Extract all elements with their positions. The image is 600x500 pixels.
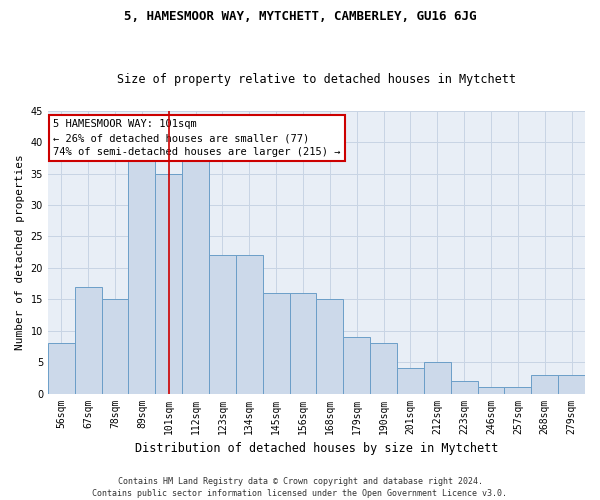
- Bar: [531, 374, 558, 394]
- Bar: [263, 293, 290, 394]
- Bar: [316, 300, 343, 394]
- Bar: [397, 368, 424, 394]
- Text: Contains HM Land Registry data © Crown copyright and database right 2024.
Contai: Contains HM Land Registry data © Crown c…: [92, 476, 508, 498]
- Bar: [343, 337, 370, 394]
- Bar: [101, 300, 128, 394]
- Bar: [236, 256, 263, 394]
- Bar: [182, 161, 209, 394]
- Bar: [424, 362, 451, 394]
- X-axis label: Distribution of detached houses by size in Mytchett: Distribution of detached houses by size …: [135, 442, 498, 455]
- Bar: [209, 256, 236, 394]
- Bar: [75, 286, 101, 394]
- Bar: [48, 344, 75, 394]
- Title: Size of property relative to detached houses in Mytchett: Size of property relative to detached ho…: [117, 73, 516, 86]
- Bar: [155, 174, 182, 394]
- Bar: [451, 381, 478, 394]
- Text: 5, HAMESMOOR WAY, MYTCHETT, CAMBERLEY, GU16 6JG: 5, HAMESMOOR WAY, MYTCHETT, CAMBERLEY, G…: [124, 10, 476, 23]
- Bar: [290, 293, 316, 394]
- Bar: [558, 374, 585, 394]
- Bar: [505, 388, 531, 394]
- Bar: [128, 161, 155, 394]
- Text: 5 HAMESMOOR WAY: 101sqm
← 26% of detached houses are smaller (77)
74% of semi-de: 5 HAMESMOOR WAY: 101sqm ← 26% of detache…: [53, 120, 341, 158]
- Bar: [370, 344, 397, 394]
- Y-axis label: Number of detached properties: Number of detached properties: [15, 154, 25, 350]
- Bar: [478, 388, 505, 394]
